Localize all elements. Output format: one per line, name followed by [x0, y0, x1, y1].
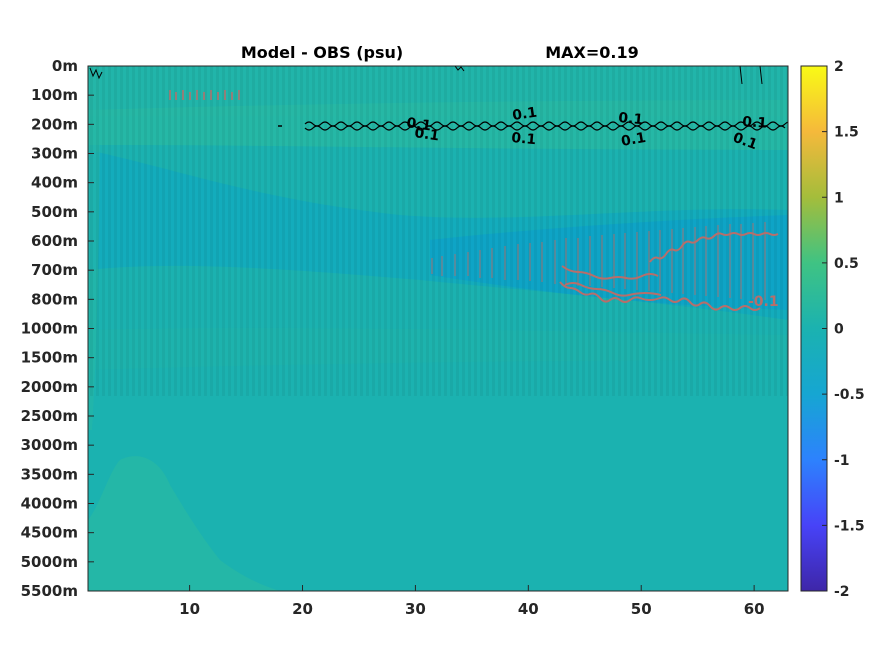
contour-label: 0.1: [511, 105, 538, 124]
y-tick-label: 600m: [31, 232, 78, 250]
y-axis: 0m 100m 200m 300m 400m 500m 600m 700m 800m 1000m 1…: [21, 57, 94, 600]
y-tick-label: 400m: [31, 174, 78, 192]
y-tick-label: 300m: [31, 145, 78, 163]
y-tick-label: 500m: [31, 203, 78, 221]
y-tick-label: 5500m: [21, 582, 78, 600]
x-tick-label: 60: [744, 600, 765, 618]
contour-label-negative: -0.1: [748, 294, 779, 310]
y-tick-label: 800m: [31, 290, 78, 308]
colorbar-tick-label: 0: [834, 322, 844, 338]
contour-negative-upper: [649, 232, 779, 263]
colorbar-tick-label: 1.5: [834, 125, 859, 141]
contour-label: 0.1: [731, 130, 760, 154]
max-annotation: MAX=0.19: [545, 43, 639, 62]
y-tick-label: 1500m: [21, 349, 78, 367]
x-tick-label: 30: [405, 600, 426, 618]
y-tick-label: 100m: [31, 86, 78, 104]
y-tick-label: 200m: [31, 115, 78, 133]
contour-positive-lower: [304, 125, 786, 131]
y-tick-label: 4500m: [21, 524, 78, 542]
colorbar-tick-label: -0.5: [834, 387, 865, 403]
y-tick-label: 4000m: [21, 495, 78, 513]
colorbar-tick-label: -1: [834, 453, 850, 469]
x-tick-label: 50: [631, 600, 652, 618]
x-tick-label: 20: [292, 600, 313, 618]
y-tick-label: 0m: [52, 57, 78, 75]
y-tick-label: 1000m: [21, 320, 78, 338]
contour-label: 0.1: [405, 115, 432, 134]
contour-negative-lower: [559, 281, 761, 311]
x-tick-label: 40: [518, 600, 539, 618]
heatmap-bottom-positive: [88, 456, 280, 591]
heatmap-stripe-texture: [88, 66, 788, 396]
colorbar-tick-label: -1.5: [834, 518, 865, 534]
contour-label: 0.1: [511, 130, 537, 148]
contour-label: 0.1: [618, 110, 644, 128]
x-tick-label: 10: [179, 600, 200, 618]
y-tick-label: 3500m: [21, 465, 78, 483]
colorbar-axis: 2 1.5 1 0.5 0 -0.5 -1 -1.5 -2: [822, 59, 865, 600]
contour-negative-loop: [561, 265, 662, 297]
heatmap-area: 0.1 0.1 0.1 0.1 0.1 0.1 0.1 0.1 -0.1: [88, 66, 788, 591]
x-axis: 10 20 30 40 50 60: [179, 585, 765, 618]
chart-title: Model - OBS (psu): [241, 43, 403, 62]
contour-positive-top-edge: [89, 66, 763, 85]
contour-positive-upper: [304, 121, 788, 127]
colorbar-tick-label: 0.5: [834, 256, 859, 272]
contour-label: 0.1: [413, 125, 440, 144]
colorbar-tick-label: 2: [834, 59, 844, 75]
contour-label: 0.1: [742, 114, 768, 132]
contour-label: 0.1: [620, 130, 647, 150]
y-tick-label: 2000m: [21, 378, 78, 396]
colorbar-tick-label: 1: [834, 190, 844, 206]
contour-negative-shallow: [169, 90, 240, 100]
y-tick-label: 2500m: [21, 407, 78, 425]
y-tick-label: 700m: [31, 261, 78, 279]
colorbar-tick-label: -2: [834, 584, 850, 600]
y-tick-label: 5000m: [21, 553, 78, 571]
contour-negative-ticks: [431, 222, 766, 300]
y-tick-label: 3000m: [21, 436, 78, 454]
